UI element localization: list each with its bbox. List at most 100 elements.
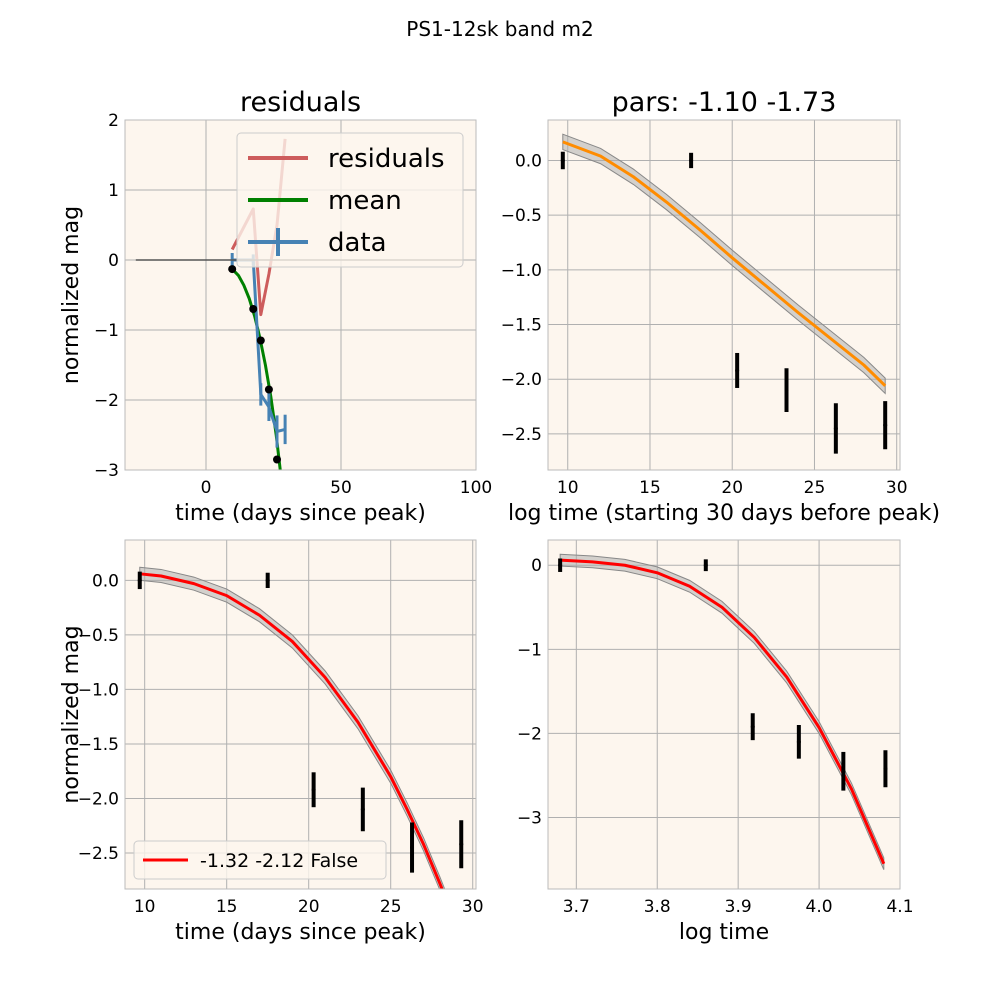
data-point xyxy=(137,578,142,583)
y-tick-label: 2 xyxy=(108,111,119,131)
figure-suptitle: PS1-12sk band m2 xyxy=(406,17,593,41)
data-point xyxy=(841,769,846,774)
y-tick-label: −2.0 xyxy=(78,789,119,809)
x-tick-label: 3.7 xyxy=(563,897,590,917)
x-tick-label: 3.9 xyxy=(725,897,752,917)
y-tick-label: −3 xyxy=(517,809,542,829)
x-axis-label: log time xyxy=(679,920,769,945)
legend: -1.32 -2.12 False xyxy=(133,840,387,880)
data-point xyxy=(360,807,365,812)
y-tick-label: −2.0 xyxy=(501,370,542,390)
chart-panel-residuals: 0 50 100 −3 −2 −1 0 1 2 residuals time (days since… xyxy=(59,87,492,526)
observation-point xyxy=(249,305,258,313)
data-point xyxy=(560,158,565,163)
legend: residuals mean data xyxy=(236,132,464,268)
data-point xyxy=(703,563,708,568)
plot-area xyxy=(548,120,900,470)
panel-title: pars: -1.10 -1.73 xyxy=(612,87,837,118)
legend-label: mean xyxy=(328,186,402,216)
plot-frame xyxy=(124,119,477,471)
x-tick-label: 20 xyxy=(721,478,743,498)
plot-area xyxy=(548,540,900,889)
x-tick-label: 4.0 xyxy=(806,897,833,917)
data-point xyxy=(689,158,694,163)
x-tick-label: 0 xyxy=(201,478,212,498)
confidence-band xyxy=(139,566,446,889)
x-tick-label: 15 xyxy=(639,478,661,498)
legend-label: data xyxy=(328,228,387,258)
data-point xyxy=(558,563,563,568)
chart-panel-poly-time: 10 15 20 25 30 0.0 −0.5 −1.0 −1.5 −2.0 −2.5 time (d… xyxy=(59,539,484,945)
y-tick-label: 0.0 xyxy=(515,151,542,171)
confidence-band xyxy=(562,133,886,395)
y-tick-label: 1 xyxy=(108,181,119,201)
x-tick-label: 100 xyxy=(460,478,492,498)
data-point xyxy=(265,578,270,583)
y-tick-label: −3 xyxy=(94,461,119,481)
y-tick-label: −2.5 xyxy=(78,844,119,864)
plot-frame xyxy=(547,539,901,890)
chart-panel-poly-logtime: 3.7 3.8 3.9 4.0 4.1 0 −1 −2 −3 log time xyxy=(517,539,914,945)
x-axis-label: log time (starting 30 days before peak) xyxy=(508,501,940,526)
y-tick-label: −0.5 xyxy=(501,206,542,226)
observation-point xyxy=(256,336,265,345)
observation-point xyxy=(228,265,237,274)
observation-point xyxy=(273,455,282,464)
data-point xyxy=(833,426,838,431)
y-tick-label: −1 xyxy=(94,321,119,341)
legend-box xyxy=(133,840,387,880)
x-tick-label: 50 xyxy=(330,478,352,498)
x-tick-label: 10 xyxy=(134,897,156,917)
y-tick-label: 0.0 xyxy=(92,571,119,591)
chart-panel-pars: 10 15 20 25 30 0.0 −0.5 −1.0 −1.5 −2.0 −2.5 pars: -… xyxy=(501,87,940,526)
confidence-band xyxy=(559,553,885,870)
plot-marks xyxy=(560,133,888,454)
data-point xyxy=(784,388,789,393)
data-point xyxy=(796,739,801,744)
fit-line xyxy=(560,558,886,865)
data-point xyxy=(750,724,755,729)
x-tick-label: 15 xyxy=(216,897,238,917)
data-point xyxy=(311,787,316,792)
x-tick-label: 30 xyxy=(462,897,484,917)
x-tick-label: 20 xyxy=(298,897,320,917)
x-axis-label: time (days since peak) xyxy=(175,501,426,526)
y-tick-label: −1.5 xyxy=(501,316,542,336)
y-axis-label: normalized mag xyxy=(59,625,84,803)
x-tick-label: 30 xyxy=(886,478,908,498)
y-axis-label: normalized mag xyxy=(59,206,84,384)
y-tick-label: −2.5 xyxy=(501,425,542,445)
x-tick-label: 4.1 xyxy=(886,897,913,917)
legend-label: residuals xyxy=(328,144,445,174)
-1.32 -2.12 False-line xyxy=(139,572,444,889)
y-tick-label: −1 xyxy=(517,640,542,660)
data-point xyxy=(883,766,888,771)
x-tick-label: 25 xyxy=(804,478,826,498)
fit-line xyxy=(562,140,887,387)
x-tick-label: 3.8 xyxy=(644,897,671,917)
data-point xyxy=(410,845,415,850)
plot-frame xyxy=(547,119,901,471)
data-point xyxy=(735,368,740,373)
y-tick-label: −1.0 xyxy=(501,261,542,281)
x-tick-label: 25 xyxy=(380,897,402,917)
y-tick-label: 0 xyxy=(108,251,119,271)
y-tick-label: −1.0 xyxy=(78,680,119,700)
plot-marks xyxy=(137,566,464,889)
panel-title: residuals xyxy=(240,87,361,118)
observation-point xyxy=(264,385,273,394)
y-tick-label: −0.5 xyxy=(78,626,119,646)
x-tick-label: 10 xyxy=(557,478,579,498)
x-axis-label: time (days since peak) xyxy=(175,920,426,945)
y-tick-label: −2 xyxy=(94,391,119,411)
y-tick-label: 0 xyxy=(531,556,542,576)
y-tick-label: −1.5 xyxy=(78,735,119,755)
plot-marks xyxy=(558,553,888,870)
data-point xyxy=(459,842,464,847)
legend-box xyxy=(236,132,464,268)
legend-label: -1.32 -2.12 False xyxy=(200,850,358,872)
plot-frame xyxy=(124,539,477,890)
y-tick-label: −2 xyxy=(517,724,542,744)
data-point xyxy=(883,423,888,428)
